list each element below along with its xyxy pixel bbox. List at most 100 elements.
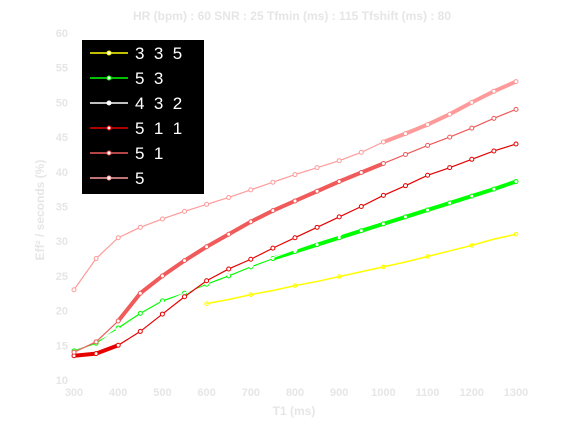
x-tick-label: 1000: [371, 387, 395, 399]
data-point: [491, 148, 497, 154]
legend-label: 4 3 2: [135, 94, 182, 113]
data-point: [358, 169, 364, 175]
legend-marker: [106, 125, 112, 131]
data-point: [137, 310, 143, 316]
data-point: [270, 208, 276, 214]
x-tick-label: 800: [286, 387, 304, 399]
series-highlight: [270, 179, 518, 261]
y-tick-label: 20: [56, 306, 68, 318]
y-axis-title: Eff² / seconds (%): [33, 160, 47, 261]
x-tick-label: 700: [242, 387, 260, 399]
data-point: [115, 318, 121, 324]
legend-marker: [106, 75, 112, 81]
y-tick-label: 40: [56, 167, 68, 179]
data-point: [469, 125, 475, 131]
y-tick-label: 10: [56, 375, 68, 387]
legend-label: 5: [135, 169, 144, 188]
legend-label: 5 1: [135, 144, 163, 163]
data-point: [115, 342, 121, 348]
data-point: [403, 131, 408, 137]
data-point: [248, 256, 254, 262]
data-point: [226, 231, 232, 237]
y-tick-label: 15: [56, 340, 68, 352]
data-point: [137, 224, 143, 230]
data-point: [93, 339, 99, 345]
data-point: [204, 301, 209, 306]
series-1: [204, 231, 519, 306]
x-tick-label: 1300: [504, 387, 528, 399]
data-point: [159, 301, 165, 307]
data-point: [137, 328, 143, 334]
data-point: [336, 158, 342, 164]
data-point: [447, 111, 453, 117]
legend-item: 5: [90, 169, 144, 188]
data-point: [513, 141, 519, 147]
series-2: [71, 179, 519, 354]
data-point: [336, 231, 342, 237]
data-point: [491, 115, 497, 121]
data-point: [469, 99, 475, 105]
data-point: [469, 188, 475, 194]
x-tick-label: 500: [153, 387, 171, 399]
data-point: [447, 165, 453, 171]
data-point: [182, 258, 187, 264]
data-point: [226, 194, 232, 200]
x-tick-label: 900: [330, 387, 348, 399]
data-point: [292, 235, 298, 241]
chart-title: HR (bpm) : 60 SNR : 25 Tfmin (ms) : 115 …: [133, 9, 451, 23]
x-axis-title: T1 (ms): [273, 404, 316, 418]
data-point: [248, 292, 254, 297]
series-6: [71, 79, 519, 293]
data-point: [425, 201, 431, 207]
data-point: [380, 160, 386, 166]
data-point: [314, 165, 320, 171]
data-point: [314, 188, 320, 194]
data-point: [491, 186, 497, 192]
data-point: [513, 231, 519, 237]
data-point: [248, 262, 254, 268]
data-point: [380, 221, 386, 227]
data-point: [71, 287, 77, 293]
x-tick-label: 300: [65, 387, 83, 399]
data-point: [513, 106, 519, 112]
series-line: [206, 233, 517, 305]
x-tick-label: 1200: [460, 387, 484, 399]
x-tick-label: 600: [197, 387, 215, 399]
x-tick-label: 400: [109, 387, 127, 399]
data-point: [314, 242, 320, 248]
y-tick-label: 25: [56, 271, 68, 283]
data-point: [336, 214, 342, 220]
data-point: [336, 274, 342, 279]
data-point: [403, 214, 408, 220]
data-point: [380, 139, 386, 145]
data-point: [381, 264, 386, 270]
data-point: [270, 179, 276, 185]
data-point: [93, 256, 99, 262]
series-4: [71, 141, 519, 359]
y-tick-label: 30: [56, 236, 68, 248]
data-point: [204, 201, 210, 207]
data-point: [115, 327, 121, 333]
data-point: [248, 187, 254, 193]
y-tick-label: 45: [56, 132, 68, 144]
data-point: [248, 219, 254, 225]
data-point: [93, 351, 99, 357]
data-point: [380, 192, 386, 198]
data-point: [159, 216, 165, 222]
data-point: [115, 235, 121, 241]
data-point: [403, 183, 408, 189]
series-line: [73, 180, 517, 352]
data-point: [469, 243, 475, 248]
data-point: [358, 149, 364, 155]
legend-marker: [106, 100, 112, 106]
legend-marker: [106, 175, 112, 181]
data-point: [71, 349, 77, 355]
data-point: [469, 193, 475, 199]
legend-item: 5 3: [90, 69, 163, 88]
legend-label: 5 1 1: [135, 119, 182, 138]
data-point: [204, 278, 210, 284]
data-point: [292, 172, 298, 178]
data-point: [513, 79, 519, 85]
data-point: [204, 244, 210, 250]
x-tick-label: 1100: [416, 387, 440, 399]
